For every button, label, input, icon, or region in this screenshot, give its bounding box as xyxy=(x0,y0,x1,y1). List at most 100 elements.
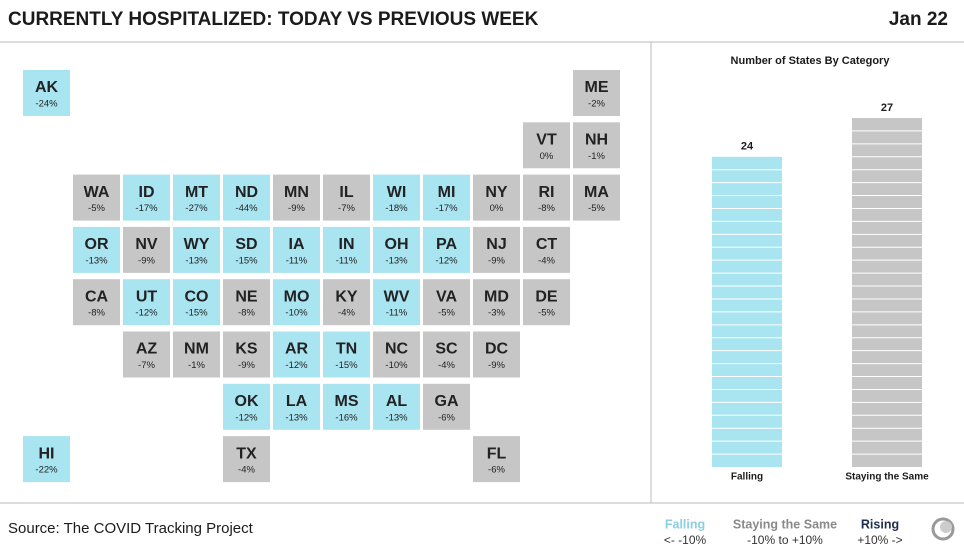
state-change: -11% xyxy=(336,255,358,266)
state-code: WA xyxy=(84,184,110,201)
state-code: AR xyxy=(285,341,309,358)
bar-value: 24 xyxy=(741,141,754,153)
state-code: NC xyxy=(385,341,409,358)
state-tile xyxy=(473,226,520,273)
state-change: -13% xyxy=(185,255,208,266)
state-change: -4% xyxy=(238,465,255,476)
state-change: -10% xyxy=(385,360,408,371)
state-change: -7% xyxy=(338,203,355,214)
state-code: LA xyxy=(286,393,308,410)
legend-name: Staying the Same xyxy=(733,517,837,531)
state-tile xyxy=(73,226,120,273)
state-change: -17% xyxy=(435,203,458,214)
bar xyxy=(852,118,922,467)
state-tile xyxy=(473,174,520,221)
state-code: VT xyxy=(536,132,557,149)
state-tile xyxy=(573,122,620,169)
state-code: KY xyxy=(335,288,358,305)
x-tick-label: Staying the Same xyxy=(845,472,929,483)
state-tile xyxy=(223,226,270,273)
state-change: -4% xyxy=(338,308,355,319)
state-code: NJ xyxy=(486,236,506,253)
state-tile xyxy=(173,226,220,273)
legend-range: <- -10% xyxy=(664,533,707,547)
state-code: ND xyxy=(235,184,258,201)
state-code: UT xyxy=(136,288,158,305)
state-change: -9% xyxy=(488,255,505,266)
state-tile xyxy=(273,226,320,273)
state-change: -5% xyxy=(588,203,605,214)
state-change: -8% xyxy=(538,203,555,214)
logo xyxy=(940,521,952,533)
state-code: IA xyxy=(289,236,305,253)
state-code: ID xyxy=(139,184,155,201)
state-change: -11% xyxy=(286,255,308,266)
state-tile xyxy=(523,122,570,169)
state-tile xyxy=(373,279,420,326)
state-change: -3% xyxy=(488,308,505,319)
state-change: -6% xyxy=(438,412,455,423)
state-code: WV xyxy=(384,288,410,305)
state-change: 0% xyxy=(490,203,504,214)
state-code: GA xyxy=(435,393,459,410)
state-code: MO xyxy=(284,288,310,305)
state-change: -1% xyxy=(588,151,605,162)
x-tick-label: Falling xyxy=(731,472,763,483)
state-change: -7% xyxy=(138,360,155,371)
state-tile xyxy=(223,174,270,221)
state-change: -6% xyxy=(488,465,505,476)
state-change: -9% xyxy=(288,203,305,214)
state-change: -9% xyxy=(488,360,505,371)
state-code: OR xyxy=(85,236,109,253)
state-change: -16% xyxy=(335,412,358,423)
state-change: -27% xyxy=(185,203,208,214)
state-change: -22% xyxy=(35,465,58,476)
state-tile xyxy=(223,279,270,326)
state-change: -8% xyxy=(238,308,255,319)
date: Jan 22 xyxy=(889,9,948,30)
state-change: -4% xyxy=(538,255,555,266)
state-change: -13% xyxy=(285,412,308,423)
state-code: MA xyxy=(584,184,609,201)
state-tile xyxy=(273,174,320,221)
state-tile xyxy=(123,279,170,326)
state-code: TX xyxy=(236,445,257,462)
state-tile xyxy=(523,279,570,326)
state-tile xyxy=(573,70,620,116)
state-change: -18% xyxy=(385,203,408,214)
state-tile xyxy=(123,226,170,273)
state-change: -17% xyxy=(135,203,158,214)
source: Source: The COVID Tracking Project xyxy=(8,520,254,537)
state-change: -15% xyxy=(235,255,258,266)
state-change: -12% xyxy=(235,412,258,423)
state-tile xyxy=(473,279,520,326)
state-change: -5% xyxy=(88,203,105,214)
state-change: -12% xyxy=(135,308,158,319)
state-code: MN xyxy=(284,184,309,201)
state-tile xyxy=(173,174,220,221)
state-tile xyxy=(73,174,120,221)
state-tile xyxy=(223,383,270,430)
state-change: -13% xyxy=(385,255,408,266)
state-code: SD xyxy=(235,236,257,253)
state-code: TN xyxy=(336,341,357,358)
state-tile xyxy=(423,279,470,326)
state-code: DE xyxy=(535,288,558,305)
state-code: OK xyxy=(235,393,259,410)
state-change: -1% xyxy=(188,360,205,371)
state-tile xyxy=(223,331,270,378)
state-code: AZ xyxy=(136,341,158,358)
state-tile xyxy=(373,226,420,273)
state-code: AK xyxy=(35,79,59,96)
state-code: NM xyxy=(184,341,209,358)
state-tile xyxy=(223,436,270,483)
state-code: NH xyxy=(585,132,608,149)
state-tile xyxy=(523,226,570,273)
state-code: MS xyxy=(335,393,359,410)
state-change: -44% xyxy=(235,203,258,214)
legend-name: Rising xyxy=(861,517,899,531)
state-tile xyxy=(23,436,70,483)
state-code: MT xyxy=(185,184,208,201)
state-code: PA xyxy=(436,236,457,253)
state-tile xyxy=(73,279,120,326)
